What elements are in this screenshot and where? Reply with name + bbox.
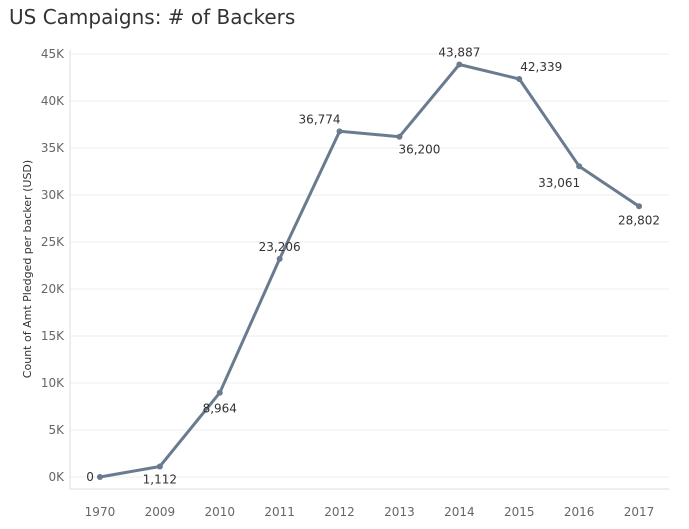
- data-point: [156, 463, 163, 470]
- data-label: 33,061: [538, 176, 580, 190]
- chart-title: US Campaigns: # of Backers: [9, 5, 296, 29]
- data-points: [96, 61, 643, 480]
- data-label: 1,112: [143, 473, 177, 487]
- data-label: 0: [86, 470, 94, 484]
- x-tick-label: 2013: [384, 505, 415, 519]
- gridlines: [70, 53, 669, 478]
- x-tick-label: 1970: [85, 505, 116, 519]
- y-tick-label: 40K: [41, 94, 65, 108]
- x-tick-label: 2012: [324, 505, 355, 519]
- x-tick-label: 2017: [624, 505, 655, 519]
- y-tick-label: 30K: [41, 188, 65, 202]
- y-axis-label: Count of Amt Pledged per backer (USD): [21, 160, 34, 378]
- x-tick-label: 2014: [444, 505, 475, 519]
- x-tick-label: 2016: [564, 505, 595, 519]
- y-tick-label: 25K: [41, 235, 65, 249]
- y-tick-label: 5K: [48, 423, 65, 437]
- y-tick-label: 35K: [41, 141, 65, 155]
- series-line-path: [98, 63, 641, 479]
- x-tick-label: 2015: [504, 505, 535, 519]
- y-tick-label: 10K: [41, 376, 65, 390]
- data-point: [636, 203, 643, 210]
- data-point: [516, 76, 523, 83]
- data-label: 43,887: [438, 45, 480, 59]
- x-tick-label: 2011: [264, 505, 295, 519]
- y-tick-label: 0K: [48, 470, 65, 484]
- data-point: [396, 133, 403, 140]
- data-label: 42,339: [520, 60, 562, 74]
- y-tick-label: 20K: [41, 282, 65, 296]
- y-tick-label: 45K: [41, 47, 65, 61]
- data-point: [96, 474, 103, 480]
- data-point: [456, 61, 463, 68]
- axes: [69, 50, 669, 490]
- data-label: 28,802: [618, 213, 660, 227]
- x-tick-label: 2009: [145, 505, 176, 519]
- data-point: [216, 389, 223, 396]
- x-tick-labels: 1970 2009 2010 2011 2012 2013 2014 2015 2016 2017: [85, 505, 655, 519]
- y-tick-labels: 0K 5K 10K 15K 20K 25K 30K 35K 40K 45K: [41, 47, 65, 484]
- data-label: 8,964: [203, 402, 237, 416]
- data-labels: 0 1,112 8,964 23,206 36,774 36,200 43,887 42,33…: [86, 45, 660, 486]
- data-label: 36,200: [398, 143, 440, 157]
- data-label: 23,206: [259, 240, 301, 254]
- y-tick-label: 15K: [41, 329, 65, 343]
- data-point: [276, 255, 283, 262]
- x-tick-label: 2010: [204, 505, 235, 519]
- data-point: [576, 163, 583, 170]
- data-label: 36,774: [299, 112, 341, 126]
- series-line: [98, 63, 641, 479]
- data-point: [336, 128, 343, 135]
